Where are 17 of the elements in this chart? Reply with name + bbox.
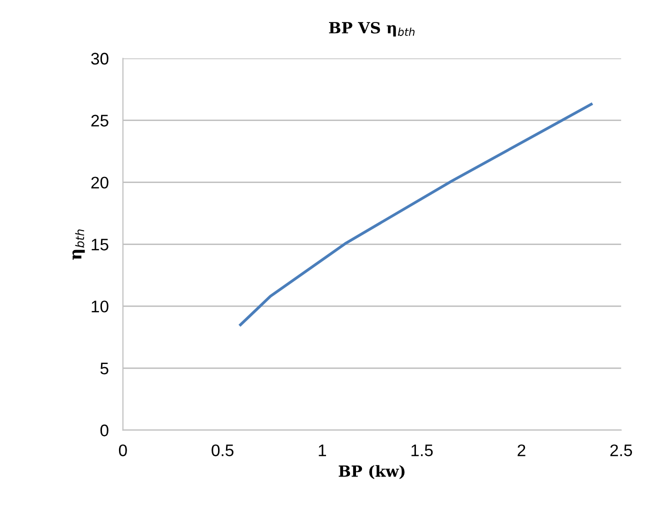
- y-tick-label: 0: [100, 424, 108, 436]
- y-tick-label: 20: [91, 176, 108, 189]
- chart-title: BP VS η$_{bth}$: [329, 22, 415, 36]
- y-axis-title: η$_{bth}$: [72, 229, 85, 260]
- x-tick-label: 1.5: [412, 444, 433, 456]
- x-tick-label: 2.5: [610, 444, 632, 456]
- y-tick-label: 25: [91, 114, 108, 127]
- x-tick-label: 1: [318, 444, 326, 456]
- x-tick-label: 0: [118, 444, 127, 456]
- y-tick-label: 5: [100, 362, 108, 374]
- x-axis-title: BP (kw): [338, 465, 405, 480]
- x-tick-label: 0.5: [212, 444, 234, 456]
- y-tick-label: 30: [91, 52, 108, 65]
- y-tick-label: 15: [92, 238, 108, 250]
- x-tick-label: 2: [518, 444, 526, 456]
- y-tick-label: 10: [92, 300, 108, 312]
- line-series: [239, 102, 593, 326]
